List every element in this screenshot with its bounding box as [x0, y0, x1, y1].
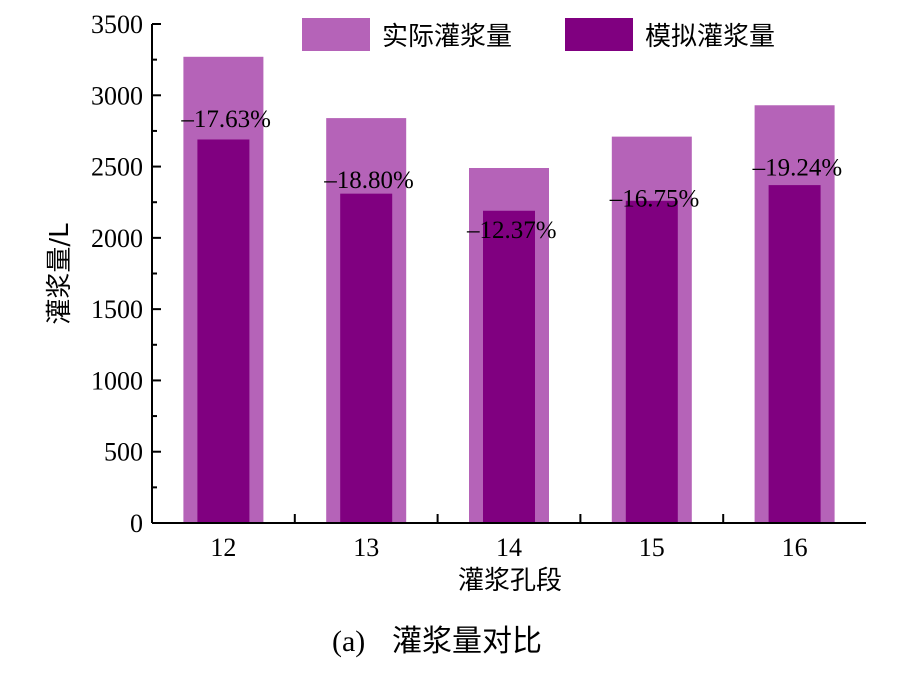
x-axis-ticks: 12 13 14 15 16 — [210, 533, 807, 562]
data-label-12: –17.63% — [180, 106, 271, 133]
legend-actual-label: 实际灌浆量 — [382, 22, 512, 52]
bar-simulated-15 — [625, 200, 678, 523]
bar-simulated-13 — [340, 193, 393, 523]
legend-simulated-swatch — [565, 18, 633, 51]
caption-text: 灌浆量对比 — [392, 624, 542, 659]
x-tick-label-13: 13 — [353, 533, 379, 562]
y-axis-title: 灌浆量/L — [45, 223, 75, 325]
x-tick-label-16: 16 — [782, 533, 808, 562]
x-tick-label-15: 15 — [639, 533, 665, 562]
bar-simulated-12 — [197, 139, 250, 524]
y-tick-label-1000: 1000 — [91, 366, 143, 395]
caption: (a) 灌浆量对比 — [332, 624, 542, 659]
y-tick-label-1500: 1500 — [91, 295, 143, 324]
series-simulated — [197, 139, 821, 524]
y-tick-label-2000: 2000 — [91, 224, 143, 253]
x-axis-title: 灌浆孔段 — [458, 566, 562, 596]
legend-actual-swatch — [302, 18, 370, 51]
x-tick-label-14: 14 — [496, 533, 522, 562]
y-tick-label-500: 500 — [104, 438, 143, 467]
caption-prefix: (a) — [332, 625, 365, 658]
data-labels: –17.63% –18.80% –12.37% –16.75% –19.24% — [180, 106, 842, 244]
y-tick-label-3000: 3000 — [91, 81, 143, 110]
bar-simulated-14 — [483, 210, 535, 524]
y-axis-ticks: 0 500 1000 1500 2000 2500 3000 3500 — [91, 10, 143, 538]
y-tick-label-0: 0 — [130, 509, 143, 538]
data-label-14: –12.37% — [466, 217, 557, 244]
legend: 实际灌浆量 模拟灌浆量 — [302, 18, 775, 52]
data-label-16: –19.24% — [752, 154, 843, 181]
data-label-15: –16.75% — [609, 186, 700, 213]
y-tick-label-2500: 2500 — [91, 153, 143, 182]
legend-simulated-label: 模拟灌浆量 — [645, 22, 775, 52]
bar-simulated-16 — [768, 185, 821, 523]
data-label-13: –18.80% — [323, 167, 414, 194]
x-tick-label-12: 12 — [210, 533, 236, 562]
y-tick-label-3500: 3500 — [91, 10, 143, 39]
axes — [151, 23, 866, 524]
